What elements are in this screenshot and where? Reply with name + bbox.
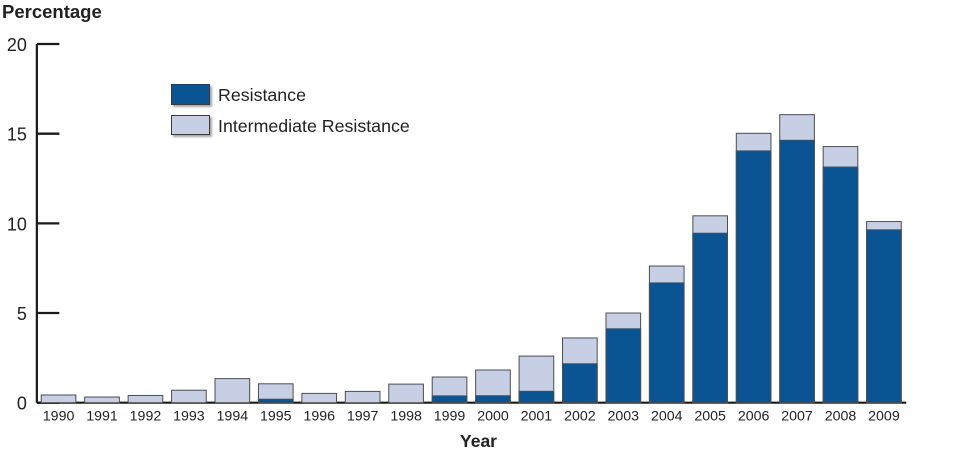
svg-text:5: 5 — [17, 304, 27, 324]
svg-text:1997: 1997 — [347, 409, 379, 425]
svg-text:2004: 2004 — [651, 409, 683, 425]
svg-text:2003: 2003 — [608, 409, 640, 425]
svg-text:1994: 1994 — [217, 409, 249, 425]
svg-text:2009: 2009 — [868, 409, 900, 425]
svg-text:0: 0 — [17, 394, 27, 414]
svg-text:1998: 1998 — [390, 409, 422, 425]
svg-text:1999: 1999 — [434, 409, 466, 425]
svg-text:2000: 2000 — [477, 409, 509, 425]
svg-text:2007: 2007 — [781, 409, 813, 425]
svg-text:1991: 1991 — [86, 409, 118, 425]
svg-text:2006: 2006 — [738, 409, 770, 425]
svg-text:2008: 2008 — [825, 409, 857, 425]
svg-text:2005: 2005 — [694, 409, 726, 425]
svg-text:1990: 1990 — [43, 409, 75, 425]
svg-text:1993: 1993 — [173, 409, 205, 425]
svg-text:15: 15 — [7, 125, 27, 145]
svg-text:1992: 1992 — [130, 409, 162, 425]
svg-text:1995: 1995 — [260, 409, 292, 425]
svg-text:2001: 2001 — [521, 409, 553, 425]
svg-text:2002: 2002 — [564, 409, 596, 425]
svg-text:1996: 1996 — [303, 409, 335, 425]
svg-text:10: 10 — [7, 214, 27, 234]
svg-text:20: 20 — [7, 35, 27, 55]
